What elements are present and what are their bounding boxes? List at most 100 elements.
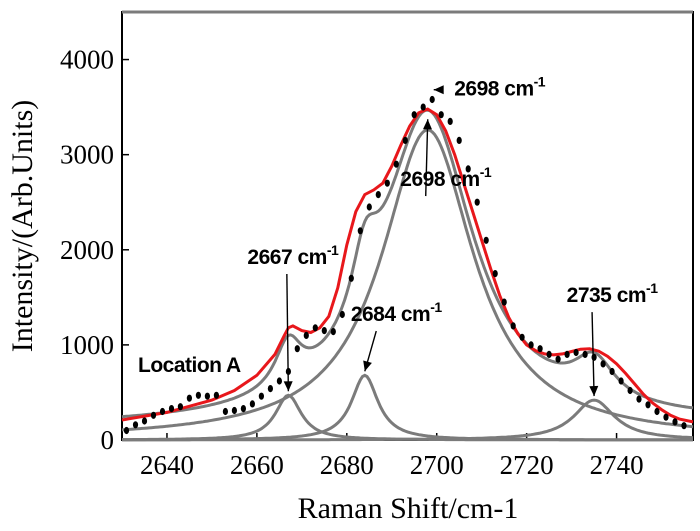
data-point <box>303 331 309 339</box>
peak-annotations: 2667 cm-1 2684 cm-1 2698 cm-1 2698 cm-1 2735… <box>247 74 659 397</box>
data-point <box>681 422 687 430</box>
data-point <box>627 386 633 395</box>
data-point <box>618 377 624 385</box>
data-point <box>213 391 219 399</box>
data-point <box>465 165 471 173</box>
data-point <box>258 392 264 400</box>
data-point <box>168 405 175 413</box>
data-point <box>501 298 507 306</box>
data-point <box>240 405 246 413</box>
data-point <box>276 377 282 385</box>
data-point <box>312 324 318 332</box>
data-point <box>564 350 570 358</box>
peak-arrow-head <box>433 85 444 95</box>
data-point <box>483 236 489 244</box>
peak-label-2: 2698 cm-1 <box>400 119 492 197</box>
peak-label-text: 2667 cm-1 <box>247 242 339 269</box>
peak-arrow-line <box>591 312 595 397</box>
fit-curve-group <box>121 107 694 424</box>
data-point <box>420 103 426 111</box>
data-point <box>123 426 130 435</box>
data-point <box>177 403 183 411</box>
x-axis-title: Raman Shift/cm-1 <box>298 492 519 525</box>
data-point <box>375 191 381 199</box>
peak-label-1: 2684 cm-1 <box>351 299 443 372</box>
component-peak-2735 <box>122 398 694 442</box>
data-point <box>582 350 588 358</box>
axis-ticks: 2640 2660 2680 2700 2720 2740 0 1000 2000 3000 400… <box>60 45 644 480</box>
y-tick-label: 1000 <box>60 330 114 360</box>
data-point <box>510 322 516 330</box>
x-tick-label: 2740 <box>590 450 644 480</box>
data-point <box>348 274 354 282</box>
data-point <box>546 350 552 358</box>
data-point <box>339 310 345 319</box>
y-tick-label: 2000 <box>60 235 114 265</box>
data-point <box>366 203 372 211</box>
data-point <box>186 394 192 402</box>
data-point <box>654 407 660 416</box>
data-point <box>321 327 327 335</box>
data-point <box>249 400 255 408</box>
data-point <box>393 160 399 168</box>
data-point <box>141 417 148 425</box>
data-point <box>555 355 561 363</box>
data-point <box>537 345 543 353</box>
data-point <box>294 345 300 353</box>
peak-label-0: 2667 cm-1 <box>247 242 339 392</box>
location-label: Location A <box>138 354 241 377</box>
data-points <box>123 95 687 435</box>
x-tick-label: 2700 <box>410 450 464 480</box>
peak-label-text: 2698 cm-1 <box>400 164 492 191</box>
data-point <box>645 401 651 409</box>
data-point <box>402 136 408 144</box>
peak-label-4: 2735 cm-1 <box>567 280 659 397</box>
data-point <box>411 111 417 119</box>
data-point <box>573 348 579 357</box>
data-point <box>267 385 273 393</box>
x-tick-label: 2660 <box>230 450 284 480</box>
x-tick-label: 2640 <box>140 450 194 480</box>
data-point <box>384 179 390 187</box>
data-point <box>492 270 498 278</box>
y-axis-title: Intensity/(Arb.Units) <box>6 100 39 352</box>
data-point <box>438 111 444 119</box>
peak-arrow-head <box>363 360 372 372</box>
peak-label-3: 2698 cm-1 <box>433 74 546 101</box>
data-point <box>528 341 534 349</box>
data-point <box>447 117 453 125</box>
data-point <box>429 95 435 104</box>
peak-arrow-line <box>286 274 290 392</box>
data-point <box>672 418 678 426</box>
peak-label-text: 2735 cm-1 <box>567 280 659 307</box>
data-point <box>231 406 237 415</box>
data-point <box>600 360 606 368</box>
peak-arrow-head <box>589 385 599 397</box>
data-point <box>222 407 228 416</box>
y-tick-label: 0 <box>101 425 115 455</box>
data-point <box>591 353 597 361</box>
peak-label-text: 2698 cm-1 <box>454 74 546 101</box>
data-point <box>519 333 525 341</box>
component-peak-2698 <box>121 128 694 432</box>
data-point <box>132 421 139 429</box>
peak-arrow-line <box>425 119 429 197</box>
data-point <box>456 136 462 144</box>
fit-curve <box>121 107 694 424</box>
data-point <box>330 328 336 336</box>
data-point <box>636 395 642 403</box>
data-point <box>204 392 210 400</box>
peak-arrow-head <box>283 381 293 392</box>
peak-arrow-head <box>423 119 432 130</box>
y-tick-label: 4000 <box>60 45 114 75</box>
x-tick-label: 2680 <box>320 450 374 480</box>
data-point <box>474 198 480 206</box>
data-point <box>663 413 669 421</box>
peak-label-text: 2684 cm-1 <box>351 299 443 326</box>
y-tick-label: 3000 <box>60 140 114 170</box>
data-point <box>609 367 615 376</box>
data-point <box>357 227 363 235</box>
data-point <box>150 411 157 419</box>
data-point <box>195 391 201 399</box>
